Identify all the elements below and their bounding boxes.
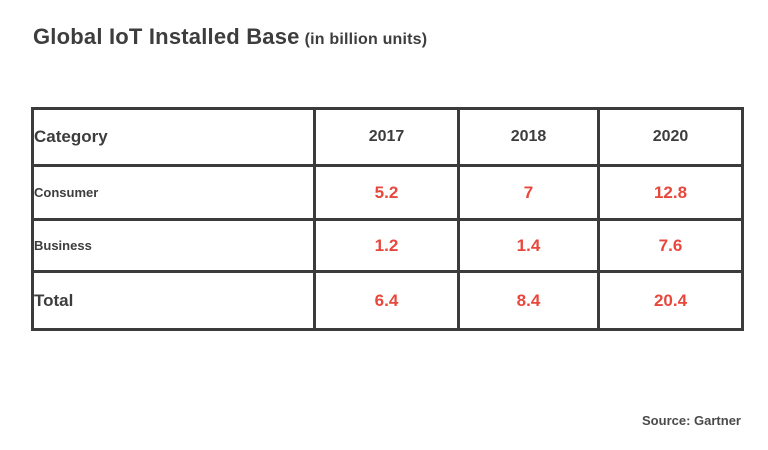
value-consumer-2017: 5.2 bbox=[313, 164, 460, 221]
row-label-total: Total bbox=[31, 270, 316, 331]
column-header-2020: 2020 bbox=[597, 107, 744, 167]
value-consumer-2018: 7 bbox=[457, 164, 600, 221]
value-total-2018: 8.4 bbox=[457, 270, 600, 331]
source-attribution: Source: Gartner bbox=[642, 413, 741, 428]
value-business-2018: 1.4 bbox=[457, 218, 600, 273]
table-row-consumer: Consumer 5.2 7 12.8 bbox=[31, 164, 744, 221]
table-row-business: Business 1.2 1.4 7.6 bbox=[31, 218, 744, 273]
page-title-subtitle: (in billion units) bbox=[304, 31, 428, 48]
table-row-total: Total 6.4 8.4 20.4 bbox=[31, 270, 744, 331]
column-header-category: Category bbox=[31, 107, 316, 167]
value-consumer-2020: 12.8 bbox=[597, 164, 744, 221]
column-header-2018: 2018 bbox=[457, 107, 600, 167]
value-total-2020: 20.4 bbox=[597, 270, 744, 331]
value-business-2017: 1.2 bbox=[313, 218, 460, 273]
row-label-business: Business bbox=[31, 218, 316, 273]
iot-data-table: Category 2017 2018 2020 Consumer 5.2 7 1… bbox=[31, 107, 744, 331]
page-title: Global IoT Installed Base (in billion uni… bbox=[33, 24, 427, 50]
value-business-2020: 7.6 bbox=[597, 218, 744, 273]
row-label-consumer: Consumer bbox=[31, 164, 316, 221]
column-header-2017: 2017 bbox=[313, 107, 460, 167]
page-title-main: Global IoT Installed Base bbox=[33, 24, 300, 49]
table-header-row: Category 2017 2018 2020 bbox=[31, 107, 744, 167]
value-total-2017: 6.4 bbox=[313, 270, 460, 331]
